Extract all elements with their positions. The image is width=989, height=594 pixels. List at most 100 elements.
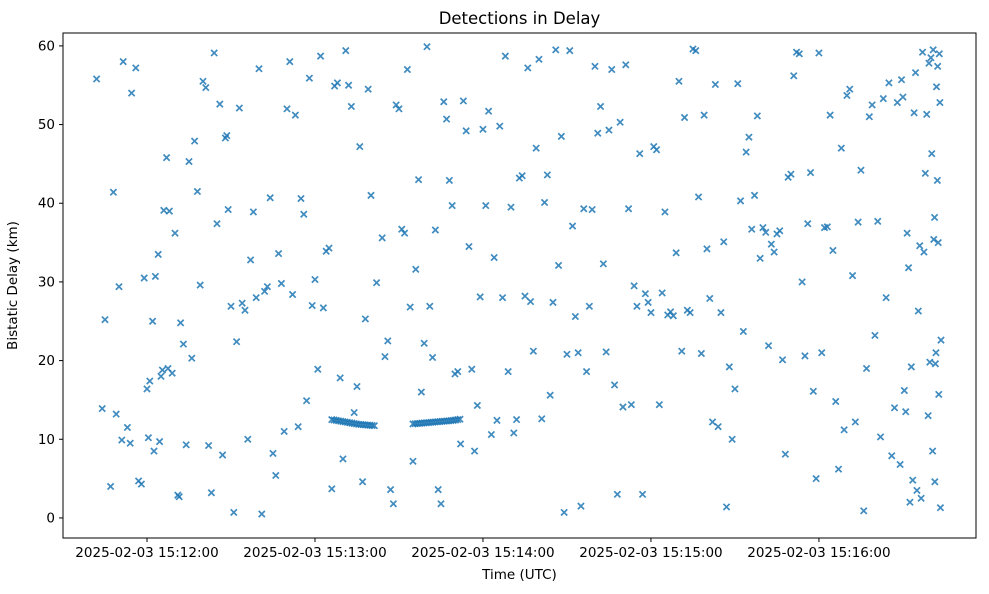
detection-marker: [325, 244, 333, 252]
detection-marker: [630, 282, 638, 290]
detection-marker: [109, 188, 118, 196]
detection-marker: [538, 415, 546, 423]
detection-marker: [554, 261, 563, 270]
detection-marker: [896, 460, 904, 469]
detection-marker: [227, 302, 235, 311]
detection-marker: [714, 422, 722, 431]
detection-marker: [829, 246, 837, 255]
detection-marker: [937, 336, 945, 344]
detection-marker: [230, 508, 238, 517]
detection-marker: [900, 386, 909, 395]
chart-title: Detections in Delay: [439, 9, 601, 28]
detection-marker: [431, 226, 440, 234]
detection-marker: [893, 98, 902, 107]
detection-marker: [914, 307, 923, 315]
y-tick-label: 0: [46, 510, 55, 526]
detection-marker: [692, 46, 700, 55]
detection-marker: [882, 293, 890, 302]
detection-marker: [518, 172, 526, 180]
detection-marker: [123, 423, 132, 432]
detection-marker: [210, 49, 218, 57]
detection-marker: [244, 435, 252, 443]
detection-marker: [403, 65, 412, 74]
detection-marker: [778, 356, 787, 364]
detection-marker: [414, 175, 423, 184]
detection-marker: [918, 48, 927, 56]
detection-marker: [907, 363, 916, 371]
detection-marker: [510, 429, 518, 437]
detection-marker: [546, 391, 554, 399]
detection-marker: [417, 388, 426, 396]
detection-marker: [806, 168, 815, 177]
detection-marker: [917, 494, 925, 502]
detection-marker: [143, 385, 151, 393]
detection-marker: [468, 365, 476, 373]
detection-marker: [904, 264, 913, 272]
detection-marker: [277, 279, 286, 288]
detection-marker: [400, 229, 409, 237]
x-tick-label: 2025-02-03 15:15:00: [579, 545, 722, 561]
detection-marker: [118, 436, 126, 444]
detection-marker: [148, 317, 157, 325]
detection-marker: [930, 213, 939, 222]
detection-marker: [305, 74, 314, 82]
detection-marker: [935, 390, 943, 399]
detection-marker: [832, 397, 840, 406]
detection-marker: [249, 208, 258, 216]
detection-marker: [680, 113, 689, 122]
detection-marker: [798, 278, 806, 286]
detection-marker: [300, 210, 308, 218]
detection-marker: [812, 474, 820, 483]
detection-marker: [736, 197, 745, 205]
detection-marker: [557, 132, 566, 141]
detection-marker: [818, 349, 826, 357]
detection-marker: [860, 507, 868, 515]
detection-marker: [934, 238, 942, 247]
detection-marker: [269, 449, 277, 458]
detection-marker: [291, 111, 300, 119]
detection-marker: [577, 502, 585, 510]
detection-marker: [521, 292, 529, 300]
detection-marker: [119, 57, 127, 66]
detection-marker: [465, 242, 473, 251]
detection-marker: [703, 245, 711, 253]
detection-marker: [795, 50, 804, 58]
detection-marker: [846, 85, 854, 93]
detection-marker: [885, 79, 893, 87]
detection-marker: [543, 171, 552, 179]
detection-marker: [599, 260, 608, 268]
detection-marker: [879, 94, 888, 103]
detection-marker: [216, 100, 224, 108]
detection-marker: [591, 62, 599, 71]
detection-marker: [916, 242, 924, 250]
detection-marker: [420, 339, 428, 347]
detection-marker: [316, 52, 325, 60]
detection-marker: [641, 290, 650, 298]
detection-marker: [759, 223, 767, 232]
detection-marker: [874, 217, 882, 226]
detection-marker: [199, 77, 207, 86]
detection-marker: [476, 293, 484, 301]
detection-marker: [711, 80, 720, 89]
detection-marker: [902, 408, 910, 416]
detection-marker: [933, 62, 942, 71]
detection-marker: [144, 433, 153, 442]
detection-marker: [462, 127, 470, 135]
detection-marker: [608, 65, 616, 74]
detection-marker: [160, 206, 168, 215]
detection-marker: [263, 282, 272, 291]
detection-marker: [931, 360, 940, 368]
detection-marker: [706, 294, 714, 303]
detection-marker: [344, 81, 353, 89]
detection-marker: [302, 397, 311, 405]
y-tick-label: 10: [38, 432, 55, 448]
detection-marker: [442, 115, 451, 123]
detection-marker: [207, 489, 216, 497]
detection-marker: [165, 207, 174, 215]
detection-marker: [280, 427, 288, 436]
detection-marker: [381, 352, 389, 361]
detection-marker: [644, 298, 652, 307]
